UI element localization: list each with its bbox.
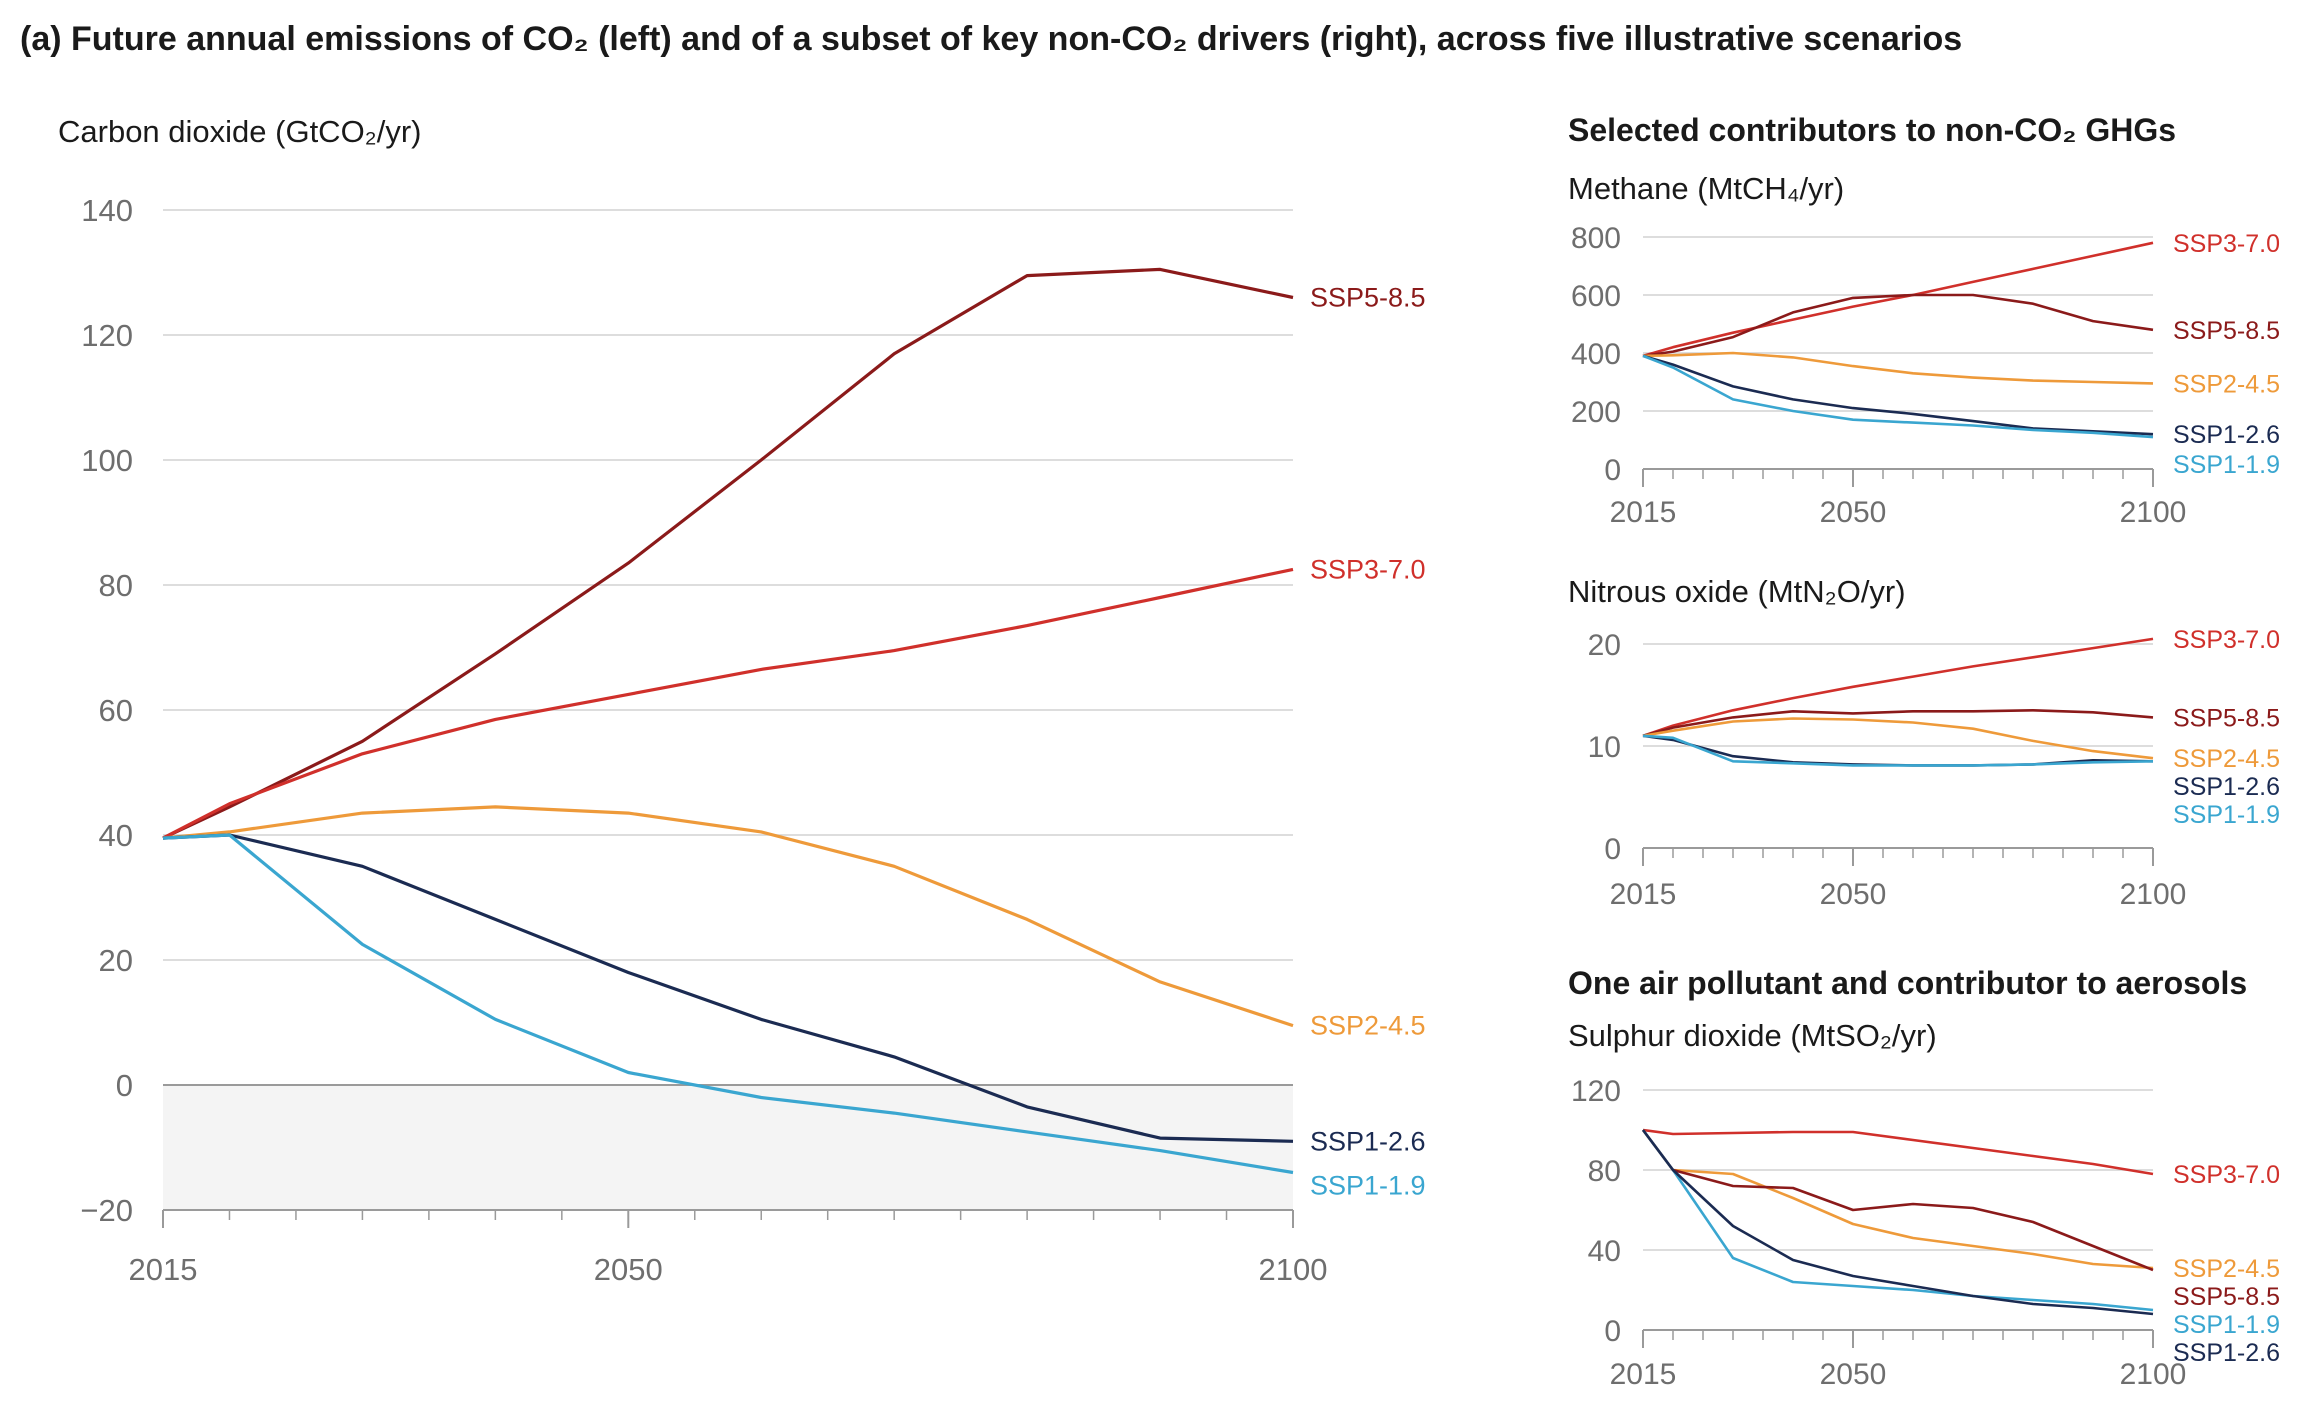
series-line-ssp1-2.6 [162, 833, 1294, 1143]
series-label-ssp1-2.6: SSP1-2.6 [2173, 1339, 2280, 1367]
chart-panel-1: Carbon dioxide (GtCO₂/yr) 140 120 100 80 60 40… [58, 114, 1426, 1287]
series-line-ssp1-2.6 [1642, 354, 2154, 436]
y-axis-label: Methane (MtCH₄/yr) [1568, 171, 1844, 206]
series-label-ssp2-4.5: SSP2-4.5 [2173, 1255, 2280, 1283]
series-line-ssp1-1.9 [162, 833, 1294, 1175]
negative-emissions-band [163, 1085, 1293, 1210]
series-label-ssp1-1.9: SSP1-1.9 [2173, 1311, 2280, 1339]
y-tick-label: 60 [99, 693, 133, 728]
series-line-ssp5-8.5 [162, 267, 1294, 840]
x-tick-label: 2100 [2120, 878, 2187, 911]
y-tick-label: 40 [1588, 1235, 1621, 1268]
y-tick-label: 0 [1604, 833, 1621, 866]
y-tick-label: 20 [1588, 629, 1621, 662]
series-label-ssp1-2.6: SSP1-2.6 [1310, 1126, 1426, 1156]
y-tick-label: 200 [1571, 396, 1621, 429]
y-tick-label: 120 [1571, 1075, 1621, 1108]
series-label-ssp2-4.5: SSP2-4.5 [2173, 370, 2280, 398]
x-tick-label: 2050 [1820, 1358, 1887, 1391]
y-axis-label: Sulphur dioxide (MtSO₂/yr) [1568, 1018, 1937, 1053]
y-tick-label: 0 [1604, 1315, 1621, 1348]
series-line-ssp3-7.0 [162, 567, 1294, 840]
series-line-ssp2-4.5 [1642, 717, 2154, 760]
series-label-ssp5-8.5: SSP5-8.5 [1310, 283, 1426, 313]
y-tick-label: −20 [80, 1193, 133, 1228]
y-tick-label: 20 [99, 943, 133, 978]
heading-non-co2-ghgs: Selected contributors to non-CO₂ GHGs [1568, 112, 2176, 148]
x-tick-label: 2050 [594, 1252, 663, 1287]
y-axis-label: Carbon dioxide (GtCO₂/yr) [58, 114, 421, 149]
series-label-ssp5-8.5: SSP5-8.5 [2173, 317, 2280, 345]
x-tick-label: 2015 [1610, 496, 1677, 529]
y-tick-label: 800 [1571, 222, 1621, 255]
series-line-ssp1-1.9 [1641, 1129, 2154, 1312]
series-label-ssp1-1.9: SSP1-1.9 [2173, 801, 2280, 829]
x-tick-label: 2015 [1610, 878, 1677, 911]
series-label-ssp1-1.9: SSP1-1.9 [2173, 451, 2280, 479]
x-tick-label: 2050 [1820, 496, 1887, 529]
y-tick-label: 600 [1571, 280, 1621, 313]
series-line-ssp2-4.5 [1641, 1129, 2154, 1270]
series-line-ssp5-8.5 [1642, 708, 2154, 738]
series-line-ssp5-8.5 [1641, 1129, 2154, 1272]
y-tick-label: 80 [99, 568, 133, 603]
series-line-ssp1-1.9 [1642, 354, 2154, 439]
series-label-ssp1-2.6: SSP1-2.6 [2173, 773, 2280, 801]
chart-panel-4: Sulphur dioxide (MtSO₂/yr) 120 80 40 0 2015 20… [1568, 1018, 2280, 1391]
y-tick-label: 100 [81, 443, 133, 478]
x-tick-label: 2050 [1820, 878, 1887, 911]
y-tick-label: 140 [81, 193, 133, 228]
y-tick-label: 0 [1604, 454, 1621, 487]
series-line-ssp3-7.0 [1642, 1128, 2154, 1176]
series-label-ssp3-7.0: SSP3-7.0 [2173, 1161, 2280, 1189]
series-label-ssp2-4.5: SSP2-4.5 [2173, 745, 2280, 773]
figure-title: (a) Future annual emissions of CO₂ (left… [20, 20, 1962, 58]
series-line-ssp2-4.5 [1642, 351, 2154, 385]
series-label-ssp5-8.5: SSP5-8.5 [2173, 1283, 2280, 1311]
x-tick-label: 2015 [1610, 1358, 1677, 1391]
series-label-ssp1-2.6: SSP1-2.6 [2173, 421, 2280, 449]
x-tick-label: 2100 [1259, 1252, 1328, 1287]
series-line-ssp2-4.5 [162, 805, 1294, 1028]
series-line-ssp5-8.5 [1642, 293, 2154, 358]
y-tick-label: 120 [81, 318, 133, 353]
x-tick-label: 2100 [2120, 1358, 2187, 1391]
y-tick-label: 400 [1571, 338, 1621, 371]
x-tick-label: 2015 [129, 1252, 198, 1287]
y-tick-label: 40 [99, 818, 133, 853]
series-label-ssp3-7.0: SSP3-7.0 [2173, 230, 2280, 258]
heading-aerosols: One air pollutant and contributor to aer… [1568, 965, 2247, 1001]
chart-panel-2: Methane (MtCH₄/yr) 800 600 400 200 0 2015 2050 2… [1568, 171, 2280, 529]
series-line-ssp3-7.0 [1642, 637, 2154, 738]
series-label-ssp3-7.0: SSP3-7.0 [2173, 626, 2280, 654]
series-line-ssp1-1.9 [1642, 734, 2154, 767]
series-label-ssp5-8.5: SSP5-8.5 [2173, 704, 2280, 732]
chart-panel-3: Nitrous oxide (MtN₂O/yr) 20 10 0 2015 2050 210… [1568, 574, 2280, 911]
series-label-ssp3-7.0: SSP3-7.0 [1310, 554, 1426, 584]
y-axis-label: Nitrous oxide (MtN₂O/yr) [1568, 574, 1906, 609]
y-tick-label: 0 [116, 1068, 133, 1103]
series-line-ssp3-7.0 [1642, 241, 2154, 358]
series-label-ssp2-4.5: SSP2-4.5 [1310, 1011, 1426, 1041]
y-tick-label: 10 [1588, 731, 1621, 764]
series-label-ssp1-1.9: SSP1-1.9 [1310, 1170, 1426, 1200]
x-tick-label: 2100 [2120, 496, 2187, 529]
y-tick-label: 80 [1588, 1155, 1621, 1188]
series-line-ssp1-2.6 [1641, 1129, 2154, 1316]
series-line-ssp1-2.6 [1642, 734, 2154, 767]
